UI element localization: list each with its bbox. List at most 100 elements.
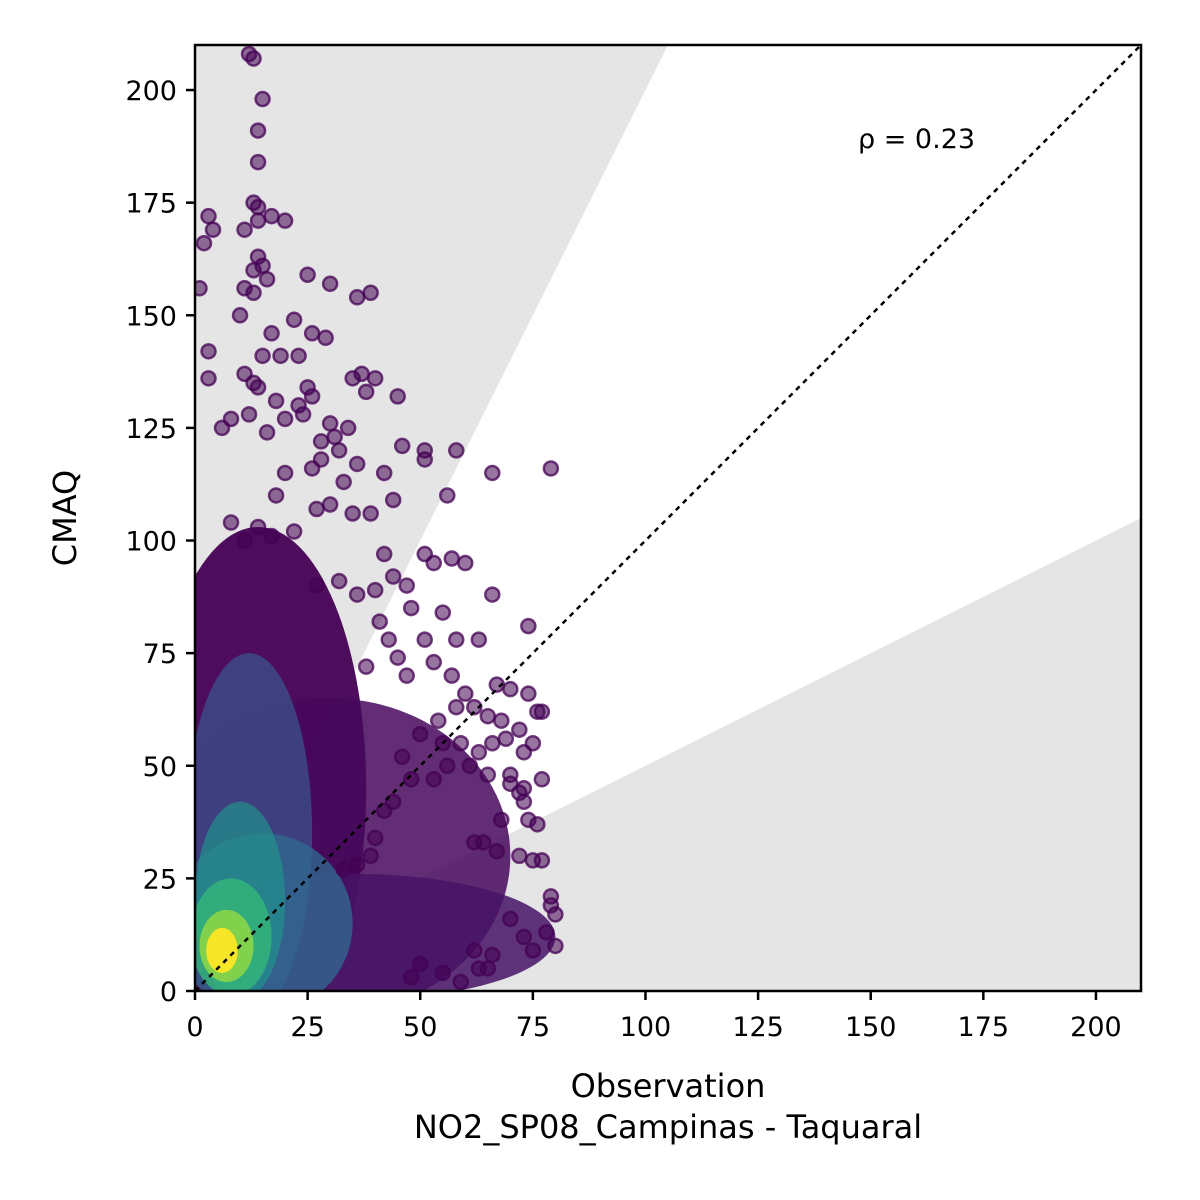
data-point-105	[425, 653, 443, 671]
data-point-156	[484, 946, 501, 964]
data-point-158	[479, 960, 497, 977]
data-point-55	[312, 433, 330, 450]
data-point-53	[213, 419, 231, 437]
data-point-39	[303, 388, 321, 405]
data-point-10	[200, 207, 217, 225]
data-point-131	[461, 757, 479, 775]
data-point-81	[236, 532, 253, 549]
data-point-154	[515, 928, 533, 946]
data-point-61	[393, 437, 411, 455]
data-point-30	[254, 347, 271, 365]
data-point-2	[254, 90, 271, 108]
data-point-46	[267, 392, 285, 410]
data-point-74	[321, 496, 339, 513]
data-point-122	[470, 743, 488, 761]
data-point-151	[538, 924, 555, 941]
data-point-159	[452, 973, 470, 991]
x-tick-label-50: 50	[403, 1012, 437, 1043]
data-point-56	[326, 428, 343, 446]
data-point-67	[542, 460, 560, 477]
y-tick-label-200: 200	[125, 76, 177, 107]
data-point-12	[236, 221, 253, 238]
data-point-137	[515, 780, 533, 797]
data-point-121	[452, 734, 470, 752]
data-point-47	[294, 406, 312, 423]
data-point-126	[524, 734, 542, 752]
data-point-73	[308, 500, 325, 518]
data-point-70	[384, 491, 402, 509]
data-point-87	[384, 568, 402, 585]
data-point-16	[245, 261, 262, 279]
data-point-118	[533, 703, 551, 720]
x-tick-label-100: 100	[620, 1012, 672, 1043]
data-point-95	[348, 586, 366, 603]
y-tick-label-150: 150	[125, 301, 177, 332]
data-point-26	[231, 307, 249, 324]
x-tick-label-125: 125	[732, 1012, 784, 1043]
data-point-6	[249, 198, 267, 216]
data-point-25	[285, 311, 303, 329]
data-point-166	[384, 793, 402, 811]
data-point-100	[470, 631, 488, 648]
data-point-20	[195, 280, 208, 297]
data-point-94	[308, 577, 325, 594]
density-blob-8	[206, 927, 238, 973]
correlation-annotation: ρ = 0.23	[858, 124, 975, 155]
plot-frame	[193, 43, 1143, 993]
data-point-24	[362, 284, 379, 302]
data-point-82	[375, 545, 393, 563]
y-tick-label-50: 50	[143, 752, 177, 783]
data-point-167	[362, 847, 379, 865]
data-point-162	[411, 955, 429, 973]
data-point-8	[276, 212, 294, 229]
data-point-152	[547, 937, 564, 955]
x-axis-label-station: NO2_SP08_Campinas - Taquaral	[414, 1108, 922, 1146]
data-point-103	[389, 649, 406, 666]
data-point-168	[348, 856, 366, 874]
identity-line	[194, 44, 1142, 992]
data-point-43	[357, 383, 375, 401]
data-point-143	[475, 834, 492, 851]
data-point-19	[321, 275, 339, 293]
data-point-113	[430, 712, 447, 729]
data-point-116	[511, 721, 528, 738]
data-point-88	[398, 577, 415, 594]
x-tick-label-150: 150	[845, 1012, 897, 1043]
data-point-136	[502, 766, 519, 784]
x-tick-label-200: 200	[1070, 1012, 1122, 1043]
data-point-112	[466, 698, 483, 716]
data-point-160	[402, 969, 420, 986]
data-point-144	[488, 843, 506, 860]
x-tick-label-75: 75	[516, 1012, 550, 1043]
data-point-123	[484, 734, 501, 752]
data-point-155	[524, 942, 542, 959]
data-point-115	[493, 712, 510, 729]
data-point-66	[484, 464, 501, 482]
data-point-111	[520, 685, 537, 702]
data-point-60	[348, 455, 366, 473]
data-point-35	[200, 370, 217, 387]
data-point-13	[195, 234, 213, 252]
data-point-65	[375, 464, 393, 482]
data-point-3	[249, 122, 267, 139]
data-point-1	[245, 50, 262, 67]
data-point-135	[533, 771, 551, 788]
data-point-52	[339, 419, 357, 437]
data-point-102	[357, 658, 375, 675]
y-tick-label-0: 0	[160, 977, 177, 1008]
data-point-63	[416, 451, 433, 468]
data-point-33	[317, 329, 334, 347]
data-point-169	[335, 861, 352, 878]
data-point-49	[240, 406, 258, 423]
data-point-80	[263, 527, 280, 545]
data-point-7	[249, 212, 267, 229]
x-tick-label-0: 0	[186, 1012, 203, 1043]
data-point-145	[511, 847, 528, 865]
data-point-37	[249, 379, 267, 396]
data-point-84	[425, 554, 443, 572]
data-point-64	[448, 442, 465, 459]
data-point-97	[380, 631, 397, 648]
data-point-23	[348, 289, 366, 306]
data-point-17	[258, 270, 276, 288]
